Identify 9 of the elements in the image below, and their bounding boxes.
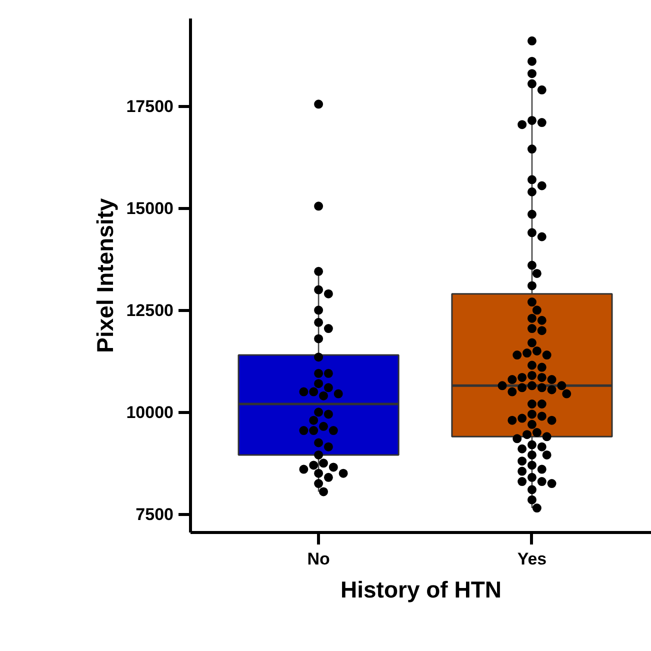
y-tick-label: 12500 [126,301,174,320]
y-tick-label: 15000 [126,199,174,218]
x-tick-label: No [307,550,330,568]
x-tick-label: Yes [517,550,547,568]
x-axis-title: History of HTN [340,576,502,602]
y-tick-label: 17500 [126,97,174,116]
y-tick-label: 10000 [126,403,174,422]
y-tick-label: 7500 [136,505,174,524]
y-axis-title: Pixel Intensity [92,198,118,353]
